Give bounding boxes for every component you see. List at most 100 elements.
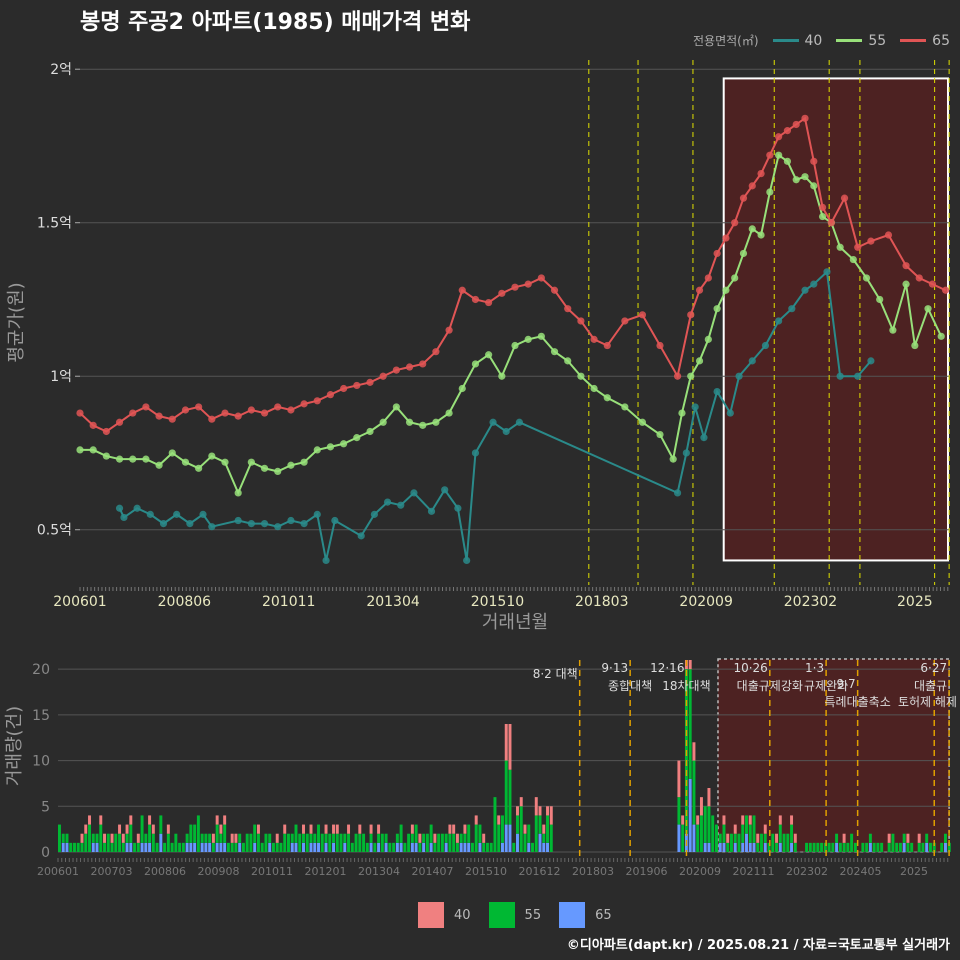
volume-bar-65 [748,842,752,852]
volume-bar-55 [865,842,869,852]
volume-bar-55 [223,824,227,843]
data-point-55 [810,182,818,190]
data-point-55 [757,231,765,239]
data-point-40 [441,486,449,494]
volume-bar-55 [527,824,531,843]
volume-bar-40 [842,833,846,843]
volume-bar-55 [733,833,737,843]
volume-bar-40 [332,824,336,834]
volume-bar-65 [313,842,317,852]
data-point-40 [788,305,796,313]
volume-bar-55 [485,842,489,852]
data-point-55 [168,449,176,457]
volume-bar-65 [399,842,403,852]
highlight-region [717,658,950,853]
data-point-40 [502,427,510,436]
volume-bar-40 [452,824,456,834]
volume-bar-55 [106,833,110,852]
volume-bar-55 [921,842,925,852]
volume-bar-40 [763,824,767,834]
volume-bar-55 [373,842,377,852]
data-point-55 [432,418,440,426]
data-point-65 [695,286,704,294]
volume-bar-65 [943,842,947,852]
data-point-40 [370,510,378,518]
volume-bar-55 [320,833,324,852]
data-point-65 [757,169,765,178]
volume-bar-55 [850,833,854,852]
volume-bar-55 [418,842,422,852]
policy-annotation: 특례대출축소 [825,695,891,709]
volume-bar-55 [868,833,872,843]
volume-bar-65 [422,842,426,852]
x-tick-label: 200806 [158,594,212,610]
volume-bar-55 [181,842,185,852]
data-point-55 [722,286,730,294]
x-tick-label: 202302 [786,865,828,878]
volume-bar-40 [455,833,459,843]
volume-bar-40 [519,797,523,807]
volume-bar-55 [943,833,947,843]
volume-bar-55 [917,842,921,852]
volume-bar-40 [546,806,550,816]
data-point-40 [691,403,699,411]
data-point-65 [704,274,712,282]
volume-bar-55 [264,833,268,852]
data-point-65 [766,151,774,159]
volume-bar-55 [696,824,700,852]
volume-bar-55 [302,833,305,843]
y-tick-label: 1.5억 [37,216,72,232]
volume-bar-55 [163,842,167,852]
volume-bar-65 [200,842,204,852]
volume-bar-55 [493,797,497,852]
data-point-65 [419,360,427,368]
data-point-55 [801,173,809,181]
data-point-55 [775,151,783,159]
volume-bar-55 [812,842,816,852]
data-point-40 [120,513,128,522]
volume-bar-40 [103,833,107,843]
volume-bar-55 [148,824,152,843]
data-point-65 [783,127,792,135]
volume-bar-55 [76,842,80,852]
x-tick-label: 201304 [358,865,400,878]
data-point-65 [234,412,242,420]
volume-bar-40 [482,833,486,843]
data-point-55 [656,430,664,439]
volume-bar-55 [241,842,245,852]
data-point-55 [669,455,677,463]
volume-bar-40 [88,815,91,825]
x-tick-label: 202302 [784,594,837,610]
data-point-55 [142,455,150,463]
volume-bar-55 [159,815,163,834]
volume-bar-40 [358,824,362,834]
volume-bar-65 [733,842,737,852]
volume-bar-65 [159,833,163,852]
volume-bar-40 [166,824,170,834]
volume-bar-65 [377,842,381,852]
volume-bar-55 [448,833,452,852]
volume-bar-40 [234,833,238,843]
volume-bar-55 [73,842,76,852]
volume-bar-40 [542,824,546,834]
volume-bar-40 [215,815,219,825]
policy-annotation: 9·7 [837,677,856,691]
volume-bar-55 [133,842,137,852]
data-point-65 [656,341,664,350]
data-point-40 [287,516,295,525]
data-point-65 [867,237,875,245]
volume-bar-55 [211,842,215,852]
data-point-55 [783,157,792,165]
data-point-65 [884,231,893,239]
volume-bar-55 [898,842,902,852]
data-point-40 [300,519,308,528]
volume-bar-40 [151,824,155,834]
volume-bar-55 [745,815,748,834]
volume-bar-40 [906,833,910,843]
y-axis-title: 거래량(건) [4,706,25,786]
volume-bar-55 [793,842,797,852]
volume-bar-55 [463,833,467,843]
data-point-55 [458,384,466,393]
data-point-65 [142,403,150,411]
volume-bar-40 [283,824,287,834]
